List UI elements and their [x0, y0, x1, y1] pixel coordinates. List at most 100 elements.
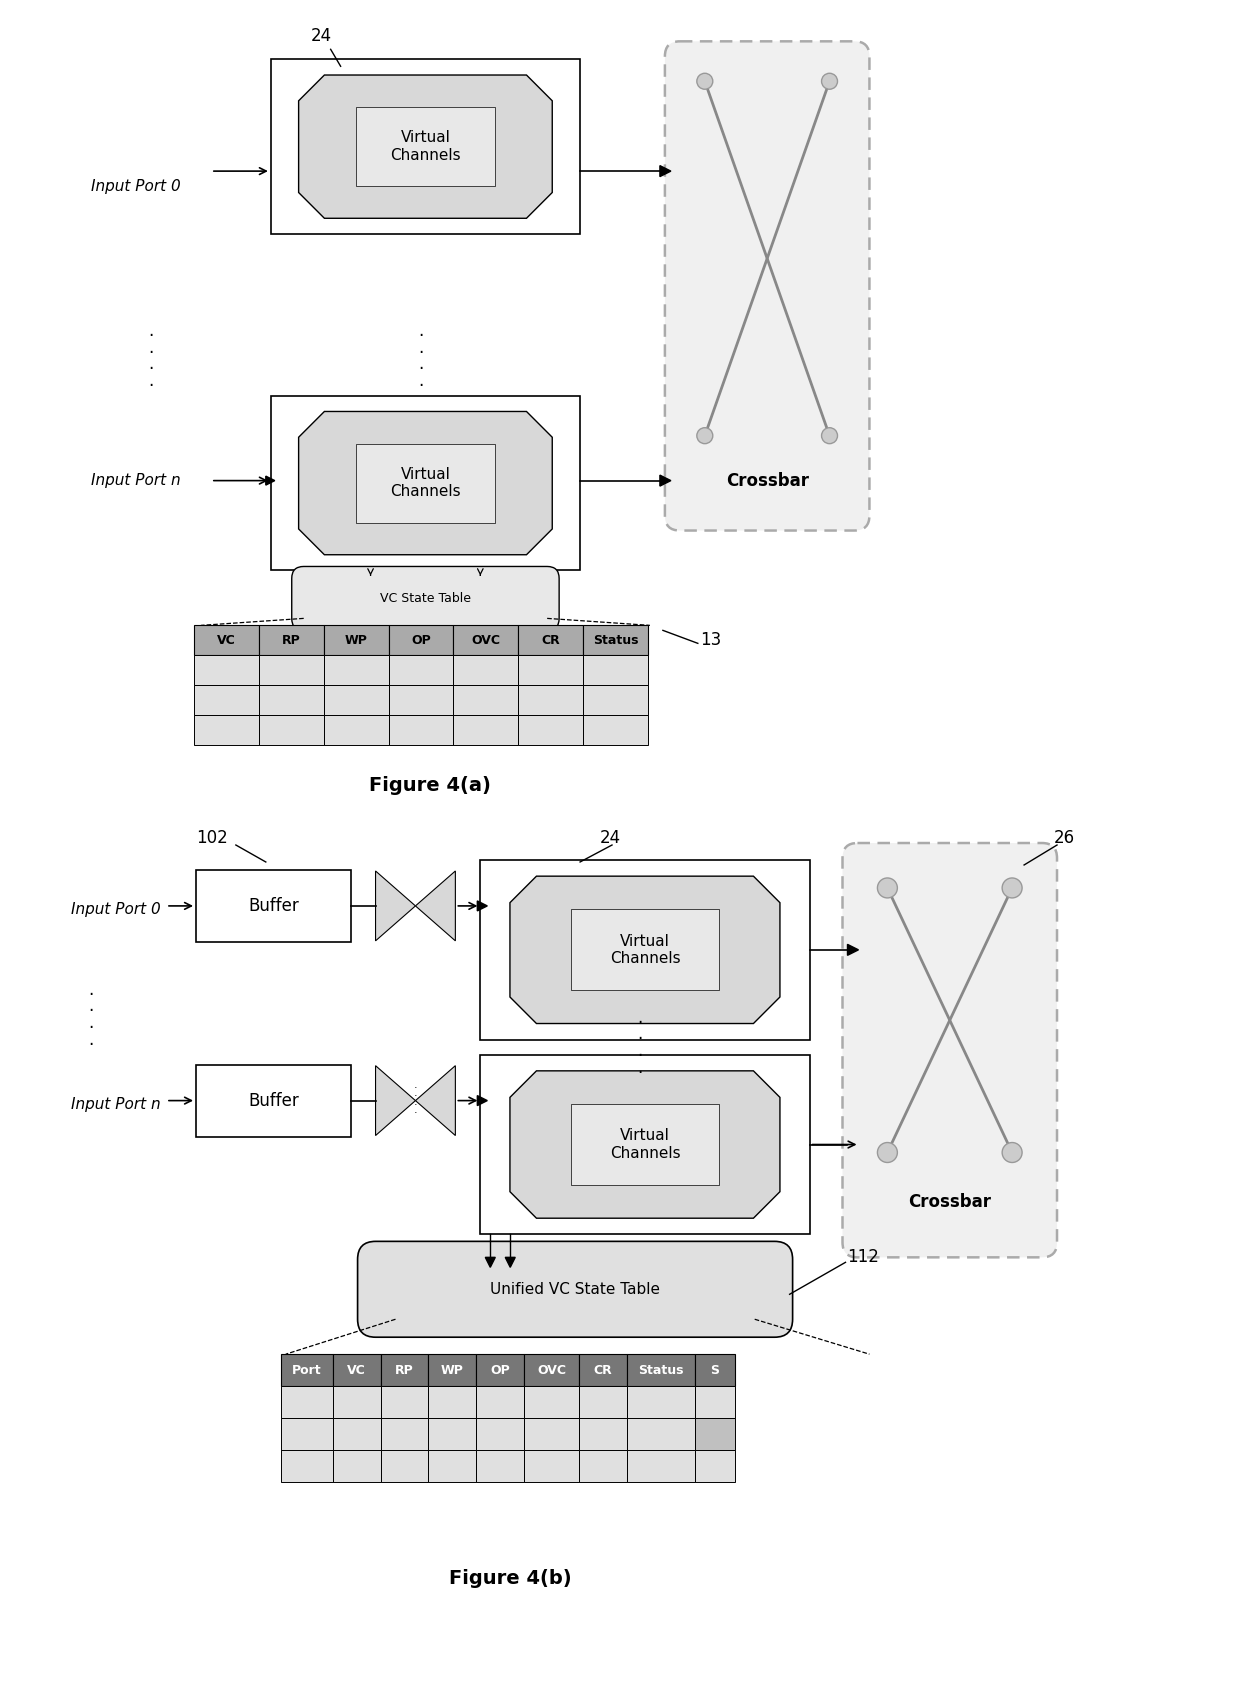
Polygon shape	[376, 871, 415, 941]
Text: OP: OP	[490, 1364, 510, 1376]
Bar	[476, 1419, 525, 1449]
Bar	[280, 1419, 332, 1449]
Polygon shape	[265, 476, 275, 486]
Bar	[193, 685, 259, 714]
Bar	[259, 655, 324, 685]
FancyBboxPatch shape	[357, 1241, 792, 1337]
Circle shape	[1002, 878, 1022, 899]
Bar	[381, 1449, 429, 1482]
Polygon shape	[660, 476, 671, 486]
Circle shape	[822, 428, 837, 443]
Bar	[259, 714, 324, 745]
Bar	[429, 1449, 476, 1482]
Text: ·
·
·
·: · · · ·	[88, 985, 94, 1054]
Bar	[332, 1419, 381, 1449]
Bar	[480, 859, 810, 1040]
Text: Buffer: Buffer	[248, 897, 299, 916]
Bar	[280, 1386, 332, 1419]
Text: RP: RP	[281, 634, 300, 646]
Bar	[518, 655, 583, 685]
Circle shape	[822, 73, 837, 89]
Text: 13: 13	[699, 631, 722, 650]
Polygon shape	[847, 945, 858, 955]
Bar	[579, 1419, 627, 1449]
Polygon shape	[510, 876, 780, 1023]
Bar	[454, 655, 518, 685]
Bar	[518, 714, 583, 745]
Text: Virtual
Channels: Virtual Channels	[610, 934, 681, 967]
Bar	[381, 1354, 429, 1386]
Text: Virtual
Channels: Virtual Channels	[391, 467, 461, 500]
Circle shape	[878, 1142, 898, 1163]
Text: VC: VC	[217, 634, 236, 646]
FancyBboxPatch shape	[842, 842, 1056, 1257]
Text: CR: CR	[542, 634, 560, 646]
Polygon shape	[660, 165, 671, 177]
Text: ·
·
·
·: · · · ·	[637, 1014, 642, 1081]
Bar	[583, 685, 649, 714]
FancyBboxPatch shape	[665, 41, 869, 530]
FancyBboxPatch shape	[291, 566, 559, 631]
Bar	[583, 655, 649, 685]
Bar	[356, 107, 495, 186]
Polygon shape	[415, 871, 455, 941]
Bar	[518, 626, 583, 655]
Bar	[476, 1449, 525, 1482]
Text: Input Port 0: Input Port 0	[92, 179, 181, 194]
Bar	[525, 1386, 579, 1419]
Bar	[525, 1449, 579, 1482]
Bar	[324, 714, 388, 745]
Bar	[280, 1354, 332, 1386]
Text: Input Port n: Input Port n	[71, 1096, 161, 1112]
Bar	[193, 714, 259, 745]
Circle shape	[1002, 1142, 1022, 1163]
Text: RP: RP	[396, 1364, 414, 1376]
Bar	[570, 909, 719, 991]
Polygon shape	[299, 411, 552, 554]
Bar	[324, 685, 388, 714]
Bar	[694, 1449, 735, 1482]
Bar	[193, 655, 259, 685]
Text: VC State Table: VC State Table	[379, 592, 471, 605]
Bar	[193, 626, 259, 655]
Text: Figure 4(b): Figure 4(b)	[449, 1569, 572, 1589]
Text: Figure 4(a): Figure 4(a)	[370, 776, 491, 795]
Polygon shape	[477, 900, 487, 910]
Text: OP: OP	[412, 634, 430, 646]
Text: Virtual
Channels: Virtual Channels	[610, 1129, 681, 1161]
Bar	[583, 626, 649, 655]
Bar	[196, 1064, 351, 1137]
Text: ·
·
·
·: · · · ·	[414, 1083, 418, 1118]
Bar	[280, 1449, 332, 1482]
Text: 24: 24	[311, 27, 332, 46]
Bar	[332, 1449, 381, 1482]
Bar	[518, 685, 583, 714]
Bar	[480, 1055, 810, 1234]
Text: Buffer: Buffer	[248, 1091, 299, 1110]
Bar	[570, 1105, 719, 1185]
Bar	[388, 714, 454, 745]
Text: 112: 112	[847, 1248, 879, 1267]
Bar	[429, 1419, 476, 1449]
Text: Status: Status	[639, 1364, 683, 1376]
Text: ·
·
·
·: · · · ·	[149, 327, 154, 394]
Bar	[259, 685, 324, 714]
Bar	[627, 1386, 694, 1419]
Text: Crossbar: Crossbar	[908, 1194, 991, 1212]
Bar	[579, 1354, 627, 1386]
Text: OVC: OVC	[471, 634, 500, 646]
Bar	[388, 655, 454, 685]
Bar	[356, 443, 495, 522]
Text: Status: Status	[593, 634, 639, 646]
Polygon shape	[415, 1066, 455, 1136]
Bar	[579, 1386, 627, 1419]
Bar	[627, 1354, 694, 1386]
Text: S: S	[711, 1364, 719, 1376]
Text: VC: VC	[347, 1364, 366, 1376]
Bar	[525, 1354, 579, 1386]
Bar	[381, 1386, 429, 1419]
Circle shape	[697, 73, 713, 89]
Text: WP: WP	[441, 1364, 464, 1376]
Circle shape	[697, 428, 713, 443]
Text: OVC: OVC	[537, 1364, 567, 1376]
